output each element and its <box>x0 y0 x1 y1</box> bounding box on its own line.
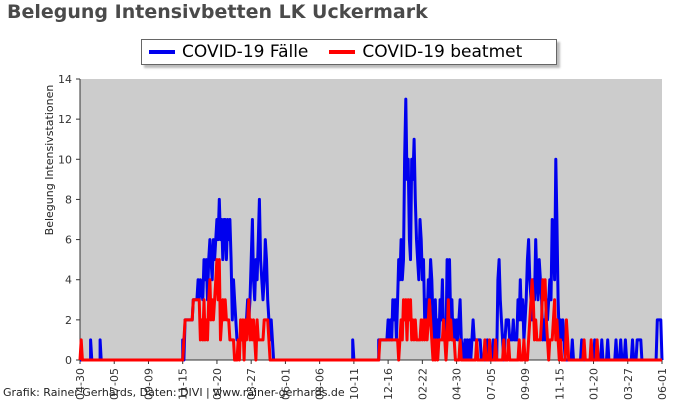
y-tick-label: 4 <box>65 274 72 287</box>
plot-area <box>80 79 662 360</box>
series-lines <box>78 97 664 362</box>
x-tick-label: 07-05 <box>485 368 498 400</box>
legend-swatch-faelle <box>149 50 175 54</box>
chart-legend: COVID-19 Fälle COVID-19 beatmet <box>141 39 557 65</box>
y-axis-title: Belegung Intensivstationen <box>43 85 56 236</box>
y-tick-label: 0 <box>65 354 72 367</box>
x-tick-label: 03-27 <box>245 368 258 400</box>
x-tick-label: 04-30 <box>74 368 87 400</box>
legend-label-beatmet: COVID-19 beatmet <box>362 42 523 62</box>
y-tick-label: 10 <box>58 153 72 166</box>
x-tick-label: 12-16 <box>382 368 395 400</box>
x-tick-label: 07-05 <box>108 368 121 400</box>
x-tick-label: 09-09 <box>142 368 155 400</box>
legend-label-faelle: COVID-19 Fälle <box>182 42 309 62</box>
x-tick-label: 10-11 <box>348 368 361 400</box>
legend-item-faelle: COVID-19 Fälle <box>149 42 308 62</box>
x-tick-label: 11-15 <box>553 368 566 400</box>
x-tick-label: 04-30 <box>451 368 464 400</box>
series-line-1 <box>78 258 662 362</box>
y-tick-label: 2 <box>65 314 72 327</box>
legend-swatch-beatmet <box>329 50 356 54</box>
y-tick-label: 14 <box>58 73 72 86</box>
chart-title: Belegung Intensivbetten LK Uckermark <box>7 1 428 23</box>
x-tick-label: 01-20 <box>588 368 601 400</box>
y-tick-label: 12 <box>58 113 72 126</box>
x-tick-label: 11-15 <box>177 368 190 400</box>
legend-item-beatmet: COVID-19 beatmet <box>329 42 522 62</box>
x-tick-label: 02-22 <box>416 368 429 400</box>
x-tick-label: 08-06 <box>314 368 327 400</box>
y-axis: 0 2 4 6 8 10 12 14 <box>58 73 81 367</box>
y-tick-label: 8 <box>65 193 72 206</box>
x-tick-label: 03-27 <box>622 368 635 400</box>
x-tick-label: 01-20 <box>211 368 224 400</box>
footer-credit: Grafik: Rainer Gerhards, Daten: DIVI | w… <box>3 386 345 399</box>
y-tick-label: 6 <box>65 234 72 247</box>
x-tick-label: 06-01 <box>656 368 669 400</box>
x-tick-label: 06-01 <box>279 368 292 400</box>
x-tick-label: 09-09 <box>519 368 532 400</box>
